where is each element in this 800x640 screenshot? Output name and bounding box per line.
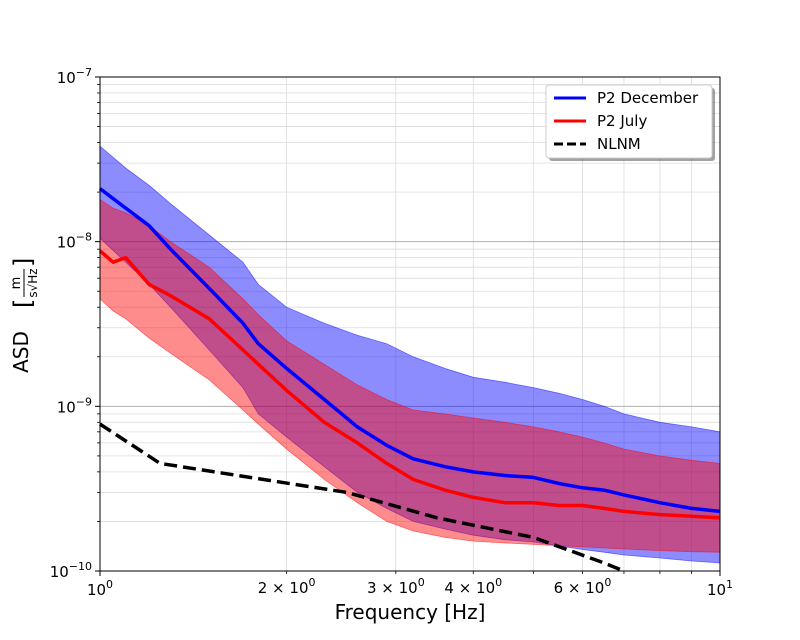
legend-label-p2-december: P2 December	[597, 89, 699, 107]
line-p2-december	[98, 187, 721, 514]
x-minor-tick-label: 2 × 100	[258, 576, 316, 597]
x-tick-label: 101	[707, 578, 733, 599]
y-tick-label: 10−10	[50, 560, 92, 581]
x-axis-title: Frequency [Hz]	[335, 600, 486, 624]
plot-frame	[99, 76, 721, 572]
series-lines	[98, 187, 721, 573]
x-minor-tick-label: 3 × 100	[367, 576, 425, 597]
x-tick-label: 100	[87, 578, 113, 599]
line-p2-july	[98, 249, 721, 520]
legend: P2 December P2 July NLNM	[545, 84, 715, 161]
legend-box	[545, 84, 713, 159]
line-nlnm	[99, 422, 625, 573]
y-axis-label: ASD	[9, 331, 33, 373]
legend-label-nlnm: NLNM	[597, 135, 641, 153]
legend-label-p2-july: P2 July	[597, 112, 647, 130]
unit-denominator: s√Hz	[26, 268, 40, 297]
x-minor-tick-label: 6 × 100	[554, 576, 612, 597]
y-tick-label: 10−9	[57, 395, 92, 416]
y-axis-unit: [ m s√Hz ]	[9, 258, 40, 308]
unit-bracket-left: [	[9, 299, 37, 308]
y-tick-label: 10−8	[57, 231, 92, 252]
y-axis-title: ASD [ m s√Hz ]	[9, 258, 40, 373]
x-minor-tick-label: 4 × 100	[444, 576, 502, 597]
axis-ticks: 100 101 2 × 100 3 × 100 4 × 100 6 × 100 10−10 1…	[50, 66, 733, 599]
y-tick-label: 10−7	[57, 66, 92, 87]
unit-bracket-right: ]	[9, 258, 37, 267]
unit-numerator: m	[9, 277, 24, 290]
